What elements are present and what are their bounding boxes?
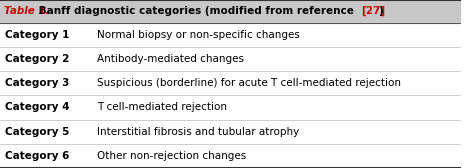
Text: Table 1.: Table 1. — [4, 6, 49, 16]
Text: Category 2: Category 2 — [5, 54, 69, 64]
Bar — [0, 95, 460, 120]
Text: Normal biopsy or non-specific changes: Normal biopsy or non-specific changes — [97, 30, 300, 40]
Text: Category 6: Category 6 — [5, 151, 69, 161]
Bar — [0, 23, 460, 47]
Text: Other non-rejection changes: Other non-rejection changes — [97, 151, 246, 161]
Text: Category 1: Category 1 — [5, 30, 69, 40]
Text: T cell-mediated rejection: T cell-mediated rejection — [97, 102, 227, 112]
Text: Antibody-mediated changes: Antibody-mediated changes — [97, 54, 244, 64]
Text: Category 3: Category 3 — [5, 78, 69, 88]
Bar — [0, 47, 460, 71]
Text: Suspicious (borderline) for acute T cell-mediated rejection: Suspicious (borderline) for acute T cell… — [97, 78, 401, 88]
Text: Category 4: Category 4 — [5, 102, 69, 112]
Bar — [0, 120, 460, 144]
Text: ): ) — [378, 6, 383, 16]
Text: Banff diagnostic categories (modified from reference: Banff diagnostic categories (modified fr… — [35, 6, 357, 16]
Bar — [0, 71, 460, 95]
Text: [27]: [27] — [361, 6, 385, 16]
Bar — [0, 0, 460, 23]
Text: Category 5: Category 5 — [5, 127, 69, 137]
Text: Interstitial fibrosis and tubular atrophy: Interstitial fibrosis and tubular atroph… — [97, 127, 299, 137]
Bar — [0, 144, 460, 168]
